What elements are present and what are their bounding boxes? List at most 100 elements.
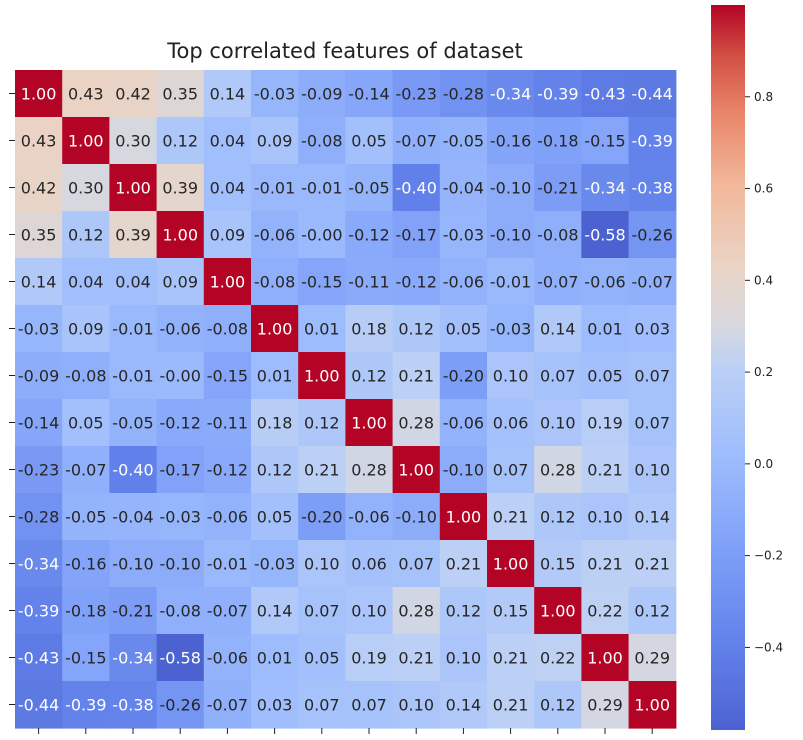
heatmap-cell: [581, 352, 630, 400]
cell-value-label: -0.06: [254, 226, 295, 245]
cell-value-label: -0.12: [395, 273, 436, 292]
heatmap-cell: [156, 587, 205, 635]
cell-value-label: -0.44: [18, 696, 59, 715]
heatmap-cell: [487, 352, 535, 400]
heatmap-cell: [628, 258, 677, 306]
cell-value-label: 0.09: [210, 226, 246, 245]
cell-value-label: 0.03: [257, 696, 293, 715]
cell-value-label: -0.40: [395, 179, 436, 198]
cell-value-label: 0.21: [587, 555, 623, 574]
heatmap-cell: [392, 305, 441, 353]
heatmap-cell: [156, 70, 205, 118]
heatmap-cell: [487, 211, 535, 259]
heatmap-cell: [392, 258, 441, 306]
cell-value-label: -0.06: [207, 649, 248, 668]
heatmap-cell: [62, 634, 110, 682]
heatmap-cell: [251, 211, 299, 259]
heatmap-cell: [439, 70, 488, 118]
cell-value-label: -0.06: [207, 508, 248, 527]
cell-value-label: 0.35: [162, 85, 198, 104]
heatmap-cell: [251, 117, 299, 165]
cell-value-label: -0.38: [112, 696, 153, 715]
heatmap-cell: [62, 399, 110, 447]
cell-value-label: 0.21: [493, 508, 529, 527]
heatmap-cell: [628, 493, 677, 541]
heatmap-cell: [581, 681, 630, 729]
heatmap-cell: [156, 258, 205, 306]
heatmap-cell: [581, 446, 630, 494]
heatmap-cell: [203, 258, 252, 306]
heatmap-cell: [345, 117, 394, 165]
heatmap-cell: [628, 399, 677, 447]
cell-value-label: 0.10: [446, 649, 482, 668]
cell-value-label: -0.34: [584, 179, 625, 198]
heatmap-cell: [109, 164, 158, 212]
cell-value-label: 0.04: [210, 179, 246, 198]
heatmap-cell: [109, 258, 158, 306]
heatmap-cell: [487, 399, 535, 447]
heatmap-cell: [439, 352, 488, 400]
heatmap-cell: [534, 493, 582, 541]
cell-value-label: 0.12: [398, 320, 434, 339]
colorbar-tick-label: 0.6: [754, 182, 773, 196]
heatmap-cell: [581, 164, 630, 212]
cell-value-label: 1.00: [446, 508, 482, 527]
heatmap-cell: [345, 164, 394, 212]
heatmap-cell: [251, 493, 299, 541]
heatmap-cell: [392, 681, 441, 729]
heatmap-cell: [392, 493, 441, 541]
cell-value-label: 0.12: [446, 602, 482, 621]
cell-value-label: 0.30: [68, 179, 104, 198]
heatmap-cell: [109, 446, 158, 494]
cell-value-label: 1.00: [587, 649, 623, 668]
heatmap-cell: [487, 446, 535, 494]
heatmap-cell: [203, 211, 252, 259]
cell-value-label: -0.23: [395, 85, 436, 104]
cell-value-label: -0.58: [584, 226, 625, 245]
cell-value-label: 1.00: [634, 696, 670, 715]
heatmap-cell: [62, 117, 110, 165]
cell-value-label: -0.39: [631, 132, 672, 151]
cell-value-label: -0.09: [18, 367, 59, 386]
heatmap-cell: [62, 305, 110, 353]
heatmap-cell: [109, 211, 158, 259]
heatmap-cell: [251, 634, 299, 682]
heatmap-cell: [581, 634, 630, 682]
cell-value-label: -0.01: [490, 273, 531, 292]
cell-value-label: 1.00: [210, 273, 246, 292]
cell-value-label: 0.09: [257, 132, 293, 151]
heatmap-cell: [628, 164, 677, 212]
heatmap-cell: [109, 399, 158, 447]
colorbar-tick-label: 0.0: [754, 457, 773, 471]
cell-value-label: 0.05: [68, 414, 104, 433]
heatmap-cell: [628, 211, 677, 259]
cell-value-label: -0.09: [301, 85, 342, 104]
cell-value-label: -0.16: [65, 555, 106, 574]
heatmap-cell: [156, 305, 205, 353]
cell-value-label: -0.03: [254, 555, 295, 574]
heatmap-cell: [628, 352, 677, 400]
heatmap-cell: [298, 634, 346, 682]
cell-value-label: 0.21: [634, 555, 670, 574]
heatmap-cell: [439, 540, 488, 588]
heatmap-cell: [628, 681, 677, 729]
cell-value-label: 0.21: [493, 649, 529, 668]
heatmap-cell: [62, 493, 110, 541]
heatmap-cell: [534, 70, 582, 118]
cell-value-label: 0.03: [634, 320, 670, 339]
cell-value-label: -0.11: [348, 273, 389, 292]
heatmap-cell: [203, 681, 252, 729]
cell-value-label: -0.03: [443, 226, 484, 245]
heatmap-cell: [345, 540, 394, 588]
cell-value-label: 0.04: [210, 132, 246, 151]
heatmap-cell: [392, 540, 441, 588]
heatmap-cell: [628, 587, 677, 635]
cell-value-label: -0.01: [112, 320, 153, 339]
cell-value-label: -0.06: [443, 414, 484, 433]
cell-value-label: -0.39: [537, 85, 578, 104]
cell-value-label: -0.34: [490, 85, 531, 104]
heatmap-cell: [534, 446, 582, 494]
heatmap-cell: [345, 305, 394, 353]
heatmap-cell: [345, 681, 394, 729]
heatmap-cell: [487, 117, 535, 165]
